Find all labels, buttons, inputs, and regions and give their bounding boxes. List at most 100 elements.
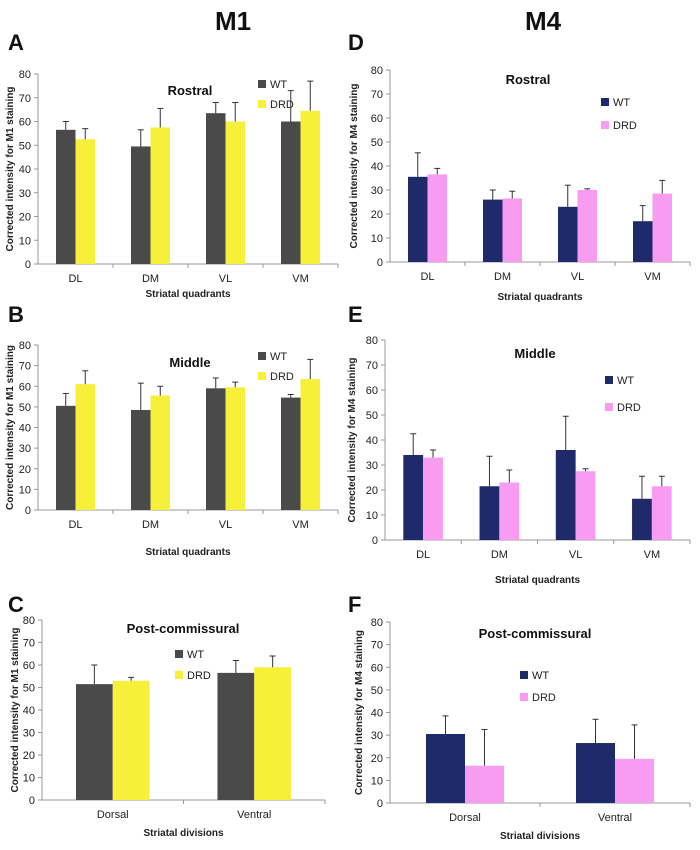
chart-title: Middle (169, 355, 210, 370)
y-tick-label: 70 (371, 640, 383, 652)
y-tick-label: 40 (371, 708, 383, 720)
y-tick-label: 20 (23, 750, 35, 762)
x-category-label: VL (219, 273, 232, 285)
y-tick-label: 80 (371, 617, 383, 629)
y-tick-label: 70 (19, 93, 31, 105)
legend-label-wt: WT (613, 97, 630, 109)
chart-title: Rostral (506, 72, 551, 87)
x-axis-label: Striatal quadrants (497, 292, 582, 303)
y-tick-label: 50 (371, 137, 383, 149)
bar-drd (225, 387, 245, 510)
bar-wt (131, 409, 151, 510)
y-tick-label: 30 (19, 443, 31, 455)
panel-e: E 0 10 20 30 40 50 60 70 80 DL DM VL VM Middle WT DRD Str… (347, 302, 691, 586)
y-tick-label: 0 (372, 535, 378, 547)
y-tick-label: 20 (366, 485, 378, 497)
y-tick-label: 30 (371, 185, 383, 197)
y-tick-label: 60 (19, 117, 31, 129)
legend-swatch-drd (258, 100, 266, 108)
y-tick-label: 0 (25, 505, 31, 517)
y-tick-label: 60 (366, 385, 378, 397)
x-category-label: DM (491, 549, 508, 561)
bar-wt (632, 498, 652, 540)
legend-label-wt: WT (617, 375, 634, 387)
y-tick-label: 10 (19, 484, 31, 496)
bar-drd (300, 110, 320, 264)
x-category-label: Ventral (598, 812, 632, 824)
bar-wt (408, 176, 428, 262)
x-axis-label: Striatal quadrants (145, 547, 230, 558)
x-category-label: VL (569, 549, 582, 561)
chart-title: Post-commissural (127, 621, 240, 636)
bar-drd (150, 395, 170, 510)
y-tick-label: 60 (19, 381, 31, 393)
legend-label-wt: WT (532, 670, 549, 682)
legend-label-drd: DRD (187, 670, 211, 682)
panel-a: A 0 10 20 30 40 50 60 70 80 DL DM VL VM Rostral WT DRD St… (5, 30, 339, 300)
bar-drd (300, 379, 320, 510)
x-category-label: DM (142, 519, 159, 531)
y-axis-label: Corrected intensity for M4 staining (347, 357, 358, 522)
bar-wt (633, 221, 653, 262)
panel-letter: A (8, 30, 24, 55)
y-tick-label: 80 (19, 69, 31, 81)
x-category-label: Dorsal (449, 812, 481, 824)
legend-label-wt: WT (270, 79, 287, 91)
y-tick-label: 10 (23, 773, 35, 785)
y-tick-label: 60 (371, 113, 383, 125)
bar-wt (56, 405, 76, 510)
y-tick-label: 10 (366, 510, 378, 522)
y-tick-label: 60 (23, 660, 35, 672)
x-category-label: VL (219, 519, 232, 531)
panel-f: F 0 10 20 30 40 50 60 70 80 Dorsal Ventral Post-comm… (348, 592, 691, 842)
y-tick-label: 80 (366, 335, 378, 347)
bar-drd (75, 139, 95, 264)
y-tick-label: 10 (371, 775, 383, 787)
bar-wt (483, 199, 503, 262)
bar-drd (575, 471, 596, 540)
x-category-label: VM (644, 549, 661, 561)
legend-swatch-drd (520, 693, 528, 701)
bar-drd (577, 190, 597, 262)
bar-wt (426, 733, 465, 803)
legend-swatch-wt (175, 650, 183, 658)
x-category-label: DL (68, 519, 82, 531)
legend-label-wt: WT (187, 649, 204, 661)
bar-wt (206, 388, 226, 510)
y-tick-label: 40 (23, 705, 35, 717)
y-tick-label: 70 (366, 360, 378, 372)
panel-letter: B (8, 302, 24, 327)
x-category-label: Ventral (237, 809, 271, 821)
y-tick-label: 20 (19, 464, 31, 476)
bar-wt (403, 455, 424, 540)
y-tick-label: 0 (377, 798, 383, 810)
y-tick-label: 80 (19, 340, 31, 352)
bar-wt (56, 129, 76, 264)
legend-swatch-drd (258, 372, 266, 380)
y-tick-label: 70 (19, 361, 31, 373)
y-tick-label: 50 (19, 140, 31, 152)
bar-drd (615, 758, 654, 803)
bar-drd (112, 680, 150, 800)
bar-drd (502, 198, 522, 262)
y-tick-label: 50 (23, 683, 35, 695)
bar-drd (254, 667, 292, 800)
panel-letter: E (348, 302, 363, 327)
legend-swatch-wt (605, 376, 613, 384)
x-category-label: VM (644, 271, 661, 283)
bar-wt (281, 121, 301, 264)
x-category-label: VL (571, 271, 584, 283)
y-tick-label: 60 (371, 662, 383, 674)
panel-c: C 0 10 20 30 40 50 60 70 80 Dorsal Ventral Post-comm… (8, 592, 326, 839)
bar-drd (465, 765, 504, 803)
y-tick-label: 10 (371, 233, 383, 245)
x-axis-label: Striatal quadrants (145, 289, 230, 300)
y-tick-label: 20 (371, 209, 383, 221)
bar-drd (423, 457, 443, 540)
column-title-m1: M1 (215, 6, 251, 36)
legend-label-wt: WT (270, 351, 287, 363)
y-tick-label: 80 (23, 615, 35, 627)
x-axis-label: Striatal divisions (500, 831, 580, 842)
x-category-label: DL (68, 273, 82, 285)
